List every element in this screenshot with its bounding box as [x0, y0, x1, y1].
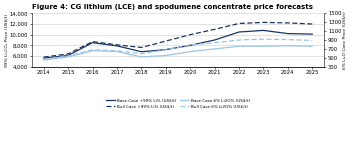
Y-axis label: 99% Li₂CO₃ Price (US$/t): 99% Li₂CO₃ Price (US$/t)	[4, 13, 8, 67]
Legend: Base Case +99% Li% (US$/t), Bull Case +99% Li% (US$/t), Base Case 6% Li2O% (US$/: Base Case +99% Li% (US$/t), Bull Case +9…	[104, 96, 252, 110]
Y-axis label: 6% Li₂O Conc Price (US$/t): 6% Li₂O Conc Price (US$/t)	[343, 11, 347, 69]
Text: Figure 4: CG lithium (LCE) and spodumene concentrate price forecasts: Figure 4: CG lithium (LCE) and spodumene…	[32, 4, 312, 10]
